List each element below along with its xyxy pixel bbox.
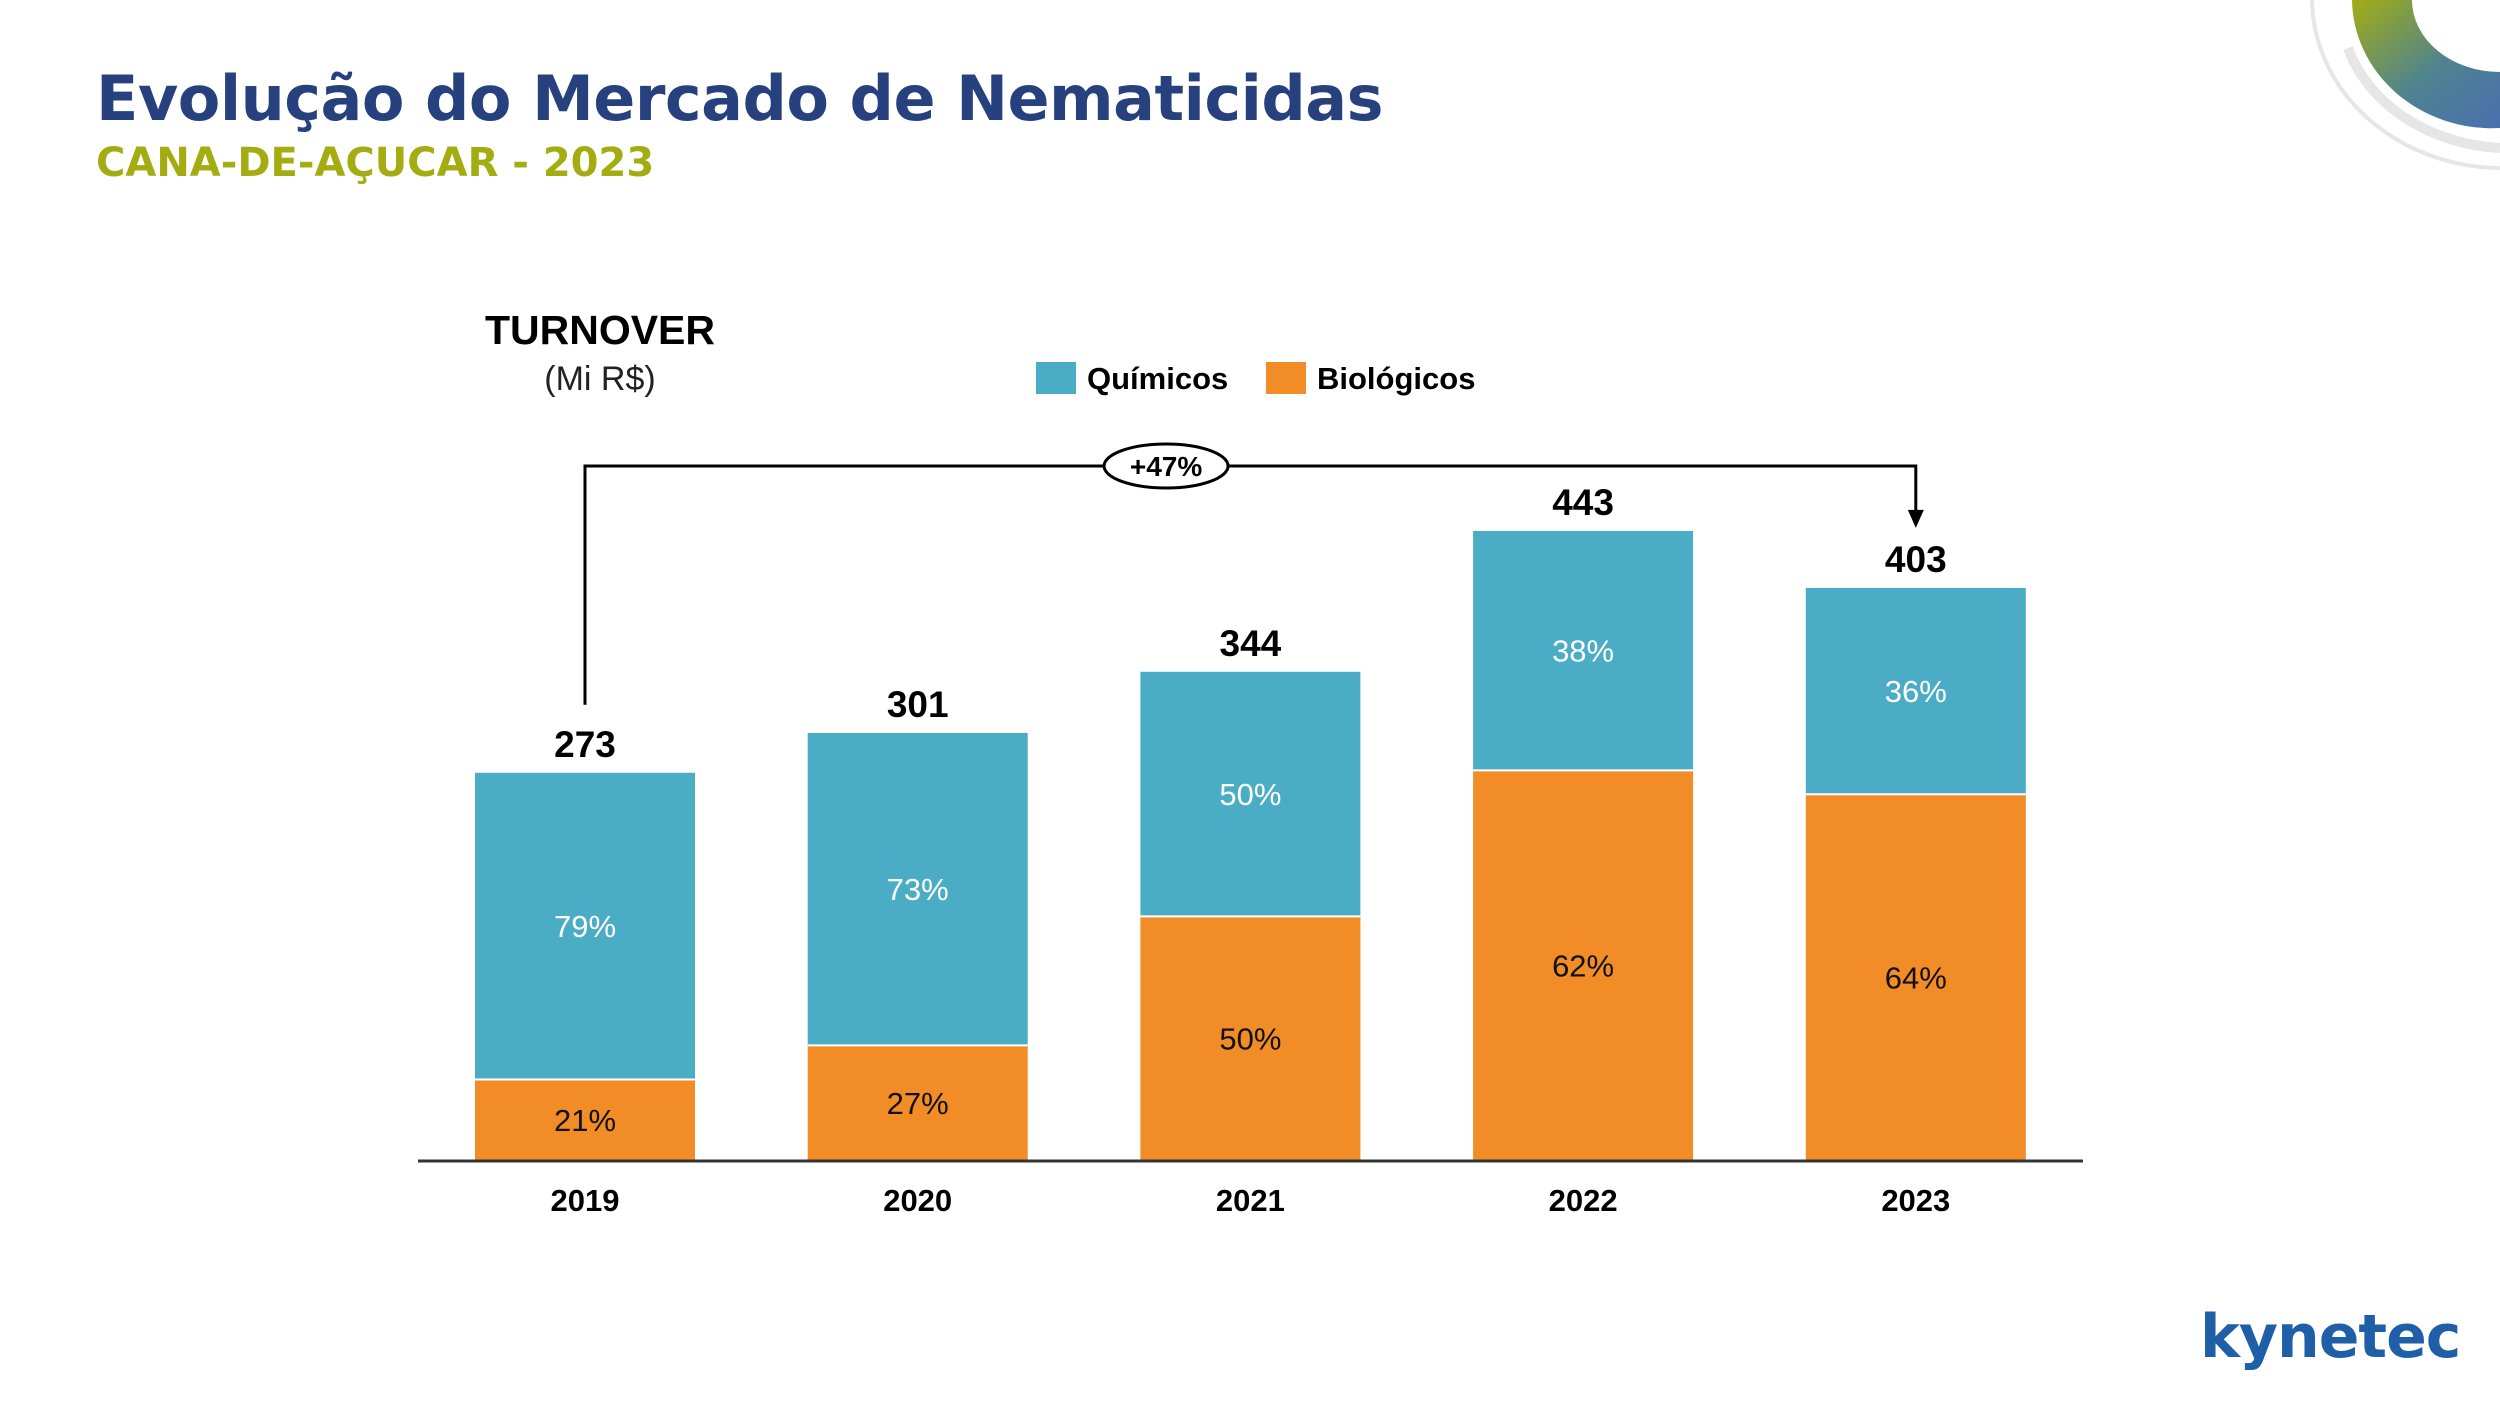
y-axis-unit-label: (Mi R$) [544, 360, 655, 398]
data-label-quimicos: 79% [554, 909, 616, 944]
legend: Químicos Biológicos [1036, 361, 1475, 396]
data-label-biologicos: 64% [1885, 961, 1947, 996]
x-tick-label: 2022 [1549, 1183, 1618, 1218]
data-label-biologicos: 50% [1219, 1022, 1281, 1057]
bar-segment-biologicos [1140, 916, 1361, 1161]
data-label-quimicos: 38% [1552, 634, 1614, 669]
bar-segment-quimicos [1473, 531, 1694, 771]
total-label: 443 [1552, 482, 1614, 523]
data-label-quimicos: 50% [1219, 777, 1281, 812]
legend-swatch-quimicos [1036, 362, 1076, 394]
x-tick-label: 2021 [1216, 1183, 1285, 1218]
data-label-quimicos: 73% [887, 872, 949, 907]
data-label-quimicos: 36% [1885, 674, 1947, 709]
growth-bracket-line [583, 464, 1918, 705]
bar-segment-biologicos [475, 1079, 695, 1161]
decorative-arc-icon [2310, 0, 2500, 170]
x-tick-label: 2020 [883, 1183, 952, 1218]
bar-segment-quimicos [1805, 587, 2026, 795]
bar-segment-quimicos [807, 732, 1028, 1046]
x-tick-label: 2019 [551, 1183, 620, 1218]
bar-segment-biologicos [1473, 770, 1694, 1161]
total-label: 344 [1220, 623, 1282, 664]
logo-text: kynetec [2200, 1302, 2461, 1372]
bar-segment-quimicos [1140, 671, 1361, 917]
total-label: 301 [887, 684, 949, 725]
bar-segment-quimicos [475, 772, 695, 1080]
growth-badge-label: +47% [1130, 451, 1202, 482]
legend-swatch-biologicos [1266, 362, 1306, 394]
kynetec-logo: kynetec [2200, 1302, 2461, 1372]
legend-label-biologicos: Biológicos [1317, 361, 1475, 396]
arrow-down-icon [1907, 509, 1924, 528]
bar-segment-biologicos [1805, 794, 2026, 1161]
bar-segment-biologicos [807, 1045, 1028, 1161]
x-tick-label: 2023 [1881, 1183, 1950, 1218]
total-label: 273 [554, 724, 616, 765]
data-label-biologicos: 21% [554, 1103, 616, 1138]
bars-group: 79% 21% 273 2019 73% 27% 301 2020 50% 50% 344 2021 3… [475, 482, 2026, 1218]
data-label-biologicos: 27% [887, 1086, 949, 1121]
growth-badge [1102, 442, 1230, 490]
page-title: Evolução do Mercado de Nematicidas [96, 62, 1383, 135]
data-label-biologicos: 62% [1552, 949, 1614, 984]
legend-label-quimicos: Químicos [1087, 361, 1228, 396]
growth-annotation: +47% [583, 442, 1924, 705]
total-label: 403 [1885, 539, 1947, 580]
chart-title: TURNOVER [485, 307, 715, 353]
page-subtitle: CANA-DE-AÇUCAR - 2023 [96, 140, 655, 186]
